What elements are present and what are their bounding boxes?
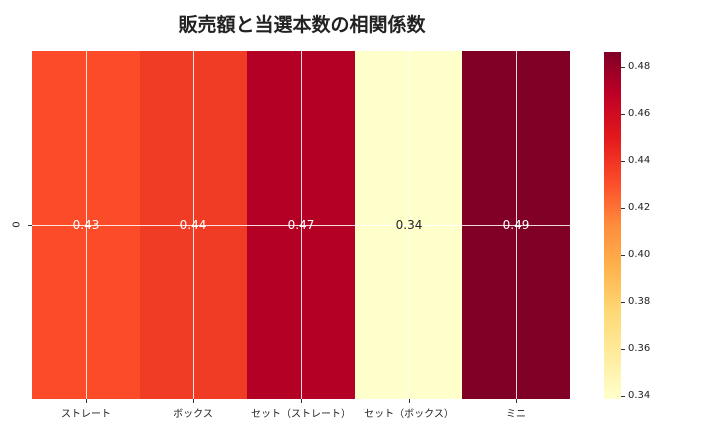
- colorbar: [604, 52, 621, 399]
- x-tick-label: セット（ストレート）: [251, 409, 351, 420]
- cell-annotation: 0.49: [502, 218, 530, 232]
- colorbar-tick-label: 0.46: [628, 108, 651, 119]
- x-tick: [193, 399, 194, 403]
- cell-annotation: 0.43: [72, 218, 100, 232]
- colorbar-tick-label: 0.48: [628, 61, 651, 72]
- y-tick-label: 0: [11, 221, 23, 228]
- colorbar-tick: [621, 396, 625, 397]
- gridline-vertical: [409, 51, 410, 399]
- x-tick-label: セット（ボックス）: [364, 409, 454, 420]
- colorbar-tick-label: 0.44: [628, 155, 651, 166]
- colorbar-tick: [621, 208, 625, 209]
- cell-annotation: 0.44: [179, 218, 207, 232]
- colorbar-tick: [621, 161, 625, 162]
- colorbar-tick: [621, 114, 625, 115]
- cell-annotation: 0.34: [395, 218, 423, 232]
- x-tick: [301, 399, 302, 403]
- colorbar-tick-label: 0.38: [628, 296, 651, 307]
- colorbar-tick-label: 0.42: [628, 202, 651, 213]
- chart-title: 販売額と当選本数の相関係数: [178, 14, 426, 36]
- x-tick: [86, 399, 87, 403]
- x-tick-label: ボックス: [173, 409, 213, 420]
- gridline-vertical: [516, 51, 517, 399]
- gridline-vertical: [86, 51, 87, 399]
- colorbar-tick-label: 0.40: [628, 249, 651, 260]
- colorbar-tick: [621, 302, 625, 303]
- x-tick: [409, 399, 410, 403]
- colorbar-tick-label: 0.36: [628, 343, 651, 354]
- colorbar-tick: [621, 255, 625, 256]
- x-tick-label: ストレート: [61, 409, 111, 420]
- gridline-vertical: [193, 51, 194, 399]
- colorbar-tick-label: 0.34: [628, 390, 651, 401]
- gridline-vertical: [301, 51, 302, 399]
- x-tick-label: ミニ: [506, 409, 526, 420]
- colorbar-tick: [621, 349, 625, 350]
- cell-annotation: 0.47: [287, 218, 315, 232]
- y-tick: [28, 225, 32, 226]
- colorbar-tick: [621, 67, 625, 68]
- x-tick: [516, 399, 517, 403]
